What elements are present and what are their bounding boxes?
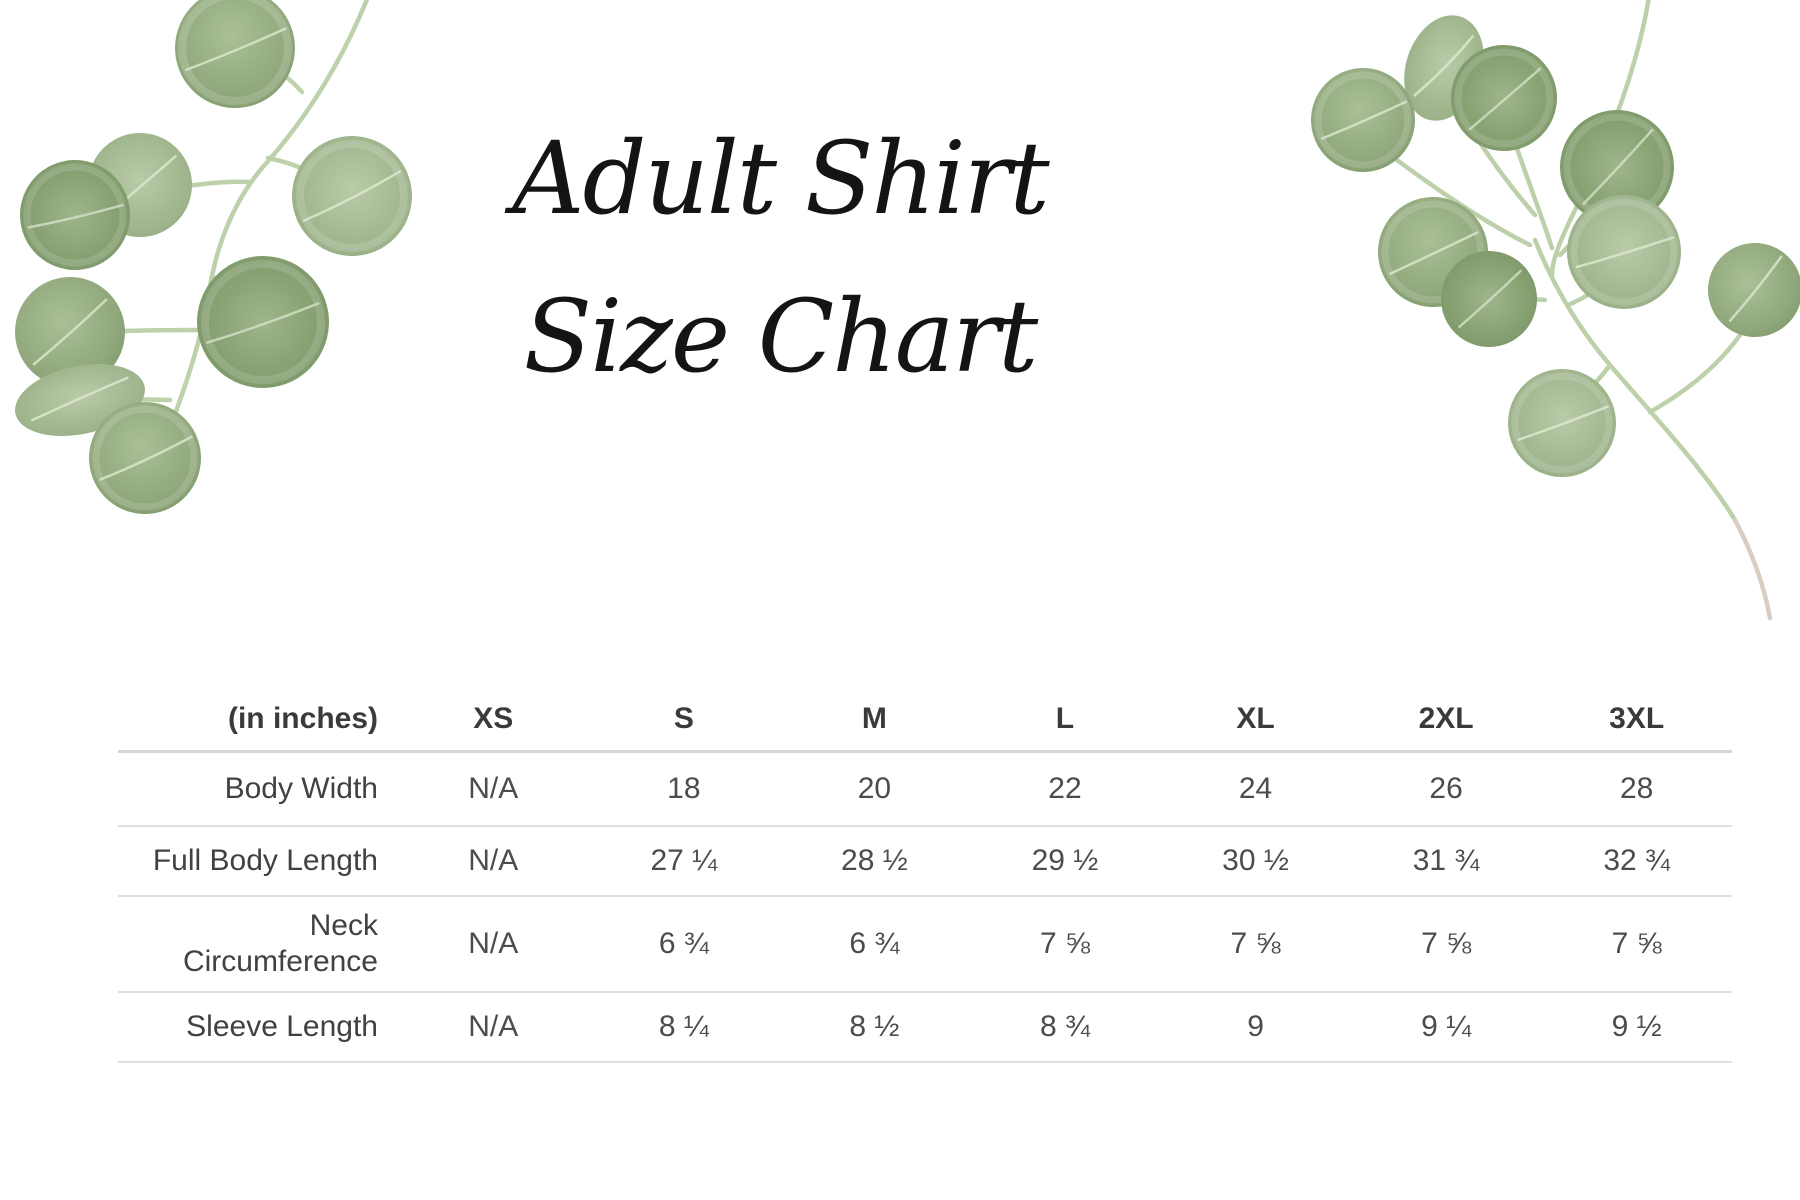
size-column-header-xs: XS xyxy=(473,702,514,735)
eucalyptus-leaf xyxy=(20,160,130,270)
size-value-cell: 31 ¾ xyxy=(1412,844,1480,877)
size-value-cell: 7 ⅝ xyxy=(1611,927,1662,960)
table-row-full-body-length: Full Body Length N/A 27 ¼ 28 ½ 29 ½ 30 ½… xyxy=(118,826,1732,896)
size-column-header-l: L xyxy=(1055,702,1075,735)
size-value-cell: 9 xyxy=(1247,1010,1264,1043)
size-value-cell: 8 ¾ xyxy=(1039,1010,1090,1043)
eucalyptus-branch-right-illustration xyxy=(1311,0,1800,621)
eucalyptus-leaf xyxy=(89,402,201,514)
size-value-cell: N/A xyxy=(468,927,519,960)
size-value-cell: 6 ¾ xyxy=(658,927,709,960)
unit-label: (in inches) xyxy=(227,702,378,735)
size-value-cell: N/A xyxy=(468,1010,519,1043)
eucalyptus-leaf xyxy=(1708,243,1800,337)
size-value-cell: N/A xyxy=(468,844,519,877)
size-value-cell: 6 ¾ xyxy=(849,927,900,960)
page-title-line-2: Size Chart xyxy=(523,278,1039,395)
eucalyptus-leaf xyxy=(1404,15,1484,121)
size-value-cell: 7 ⅝ xyxy=(1230,927,1281,960)
eucalyptus-leaf xyxy=(1560,110,1674,224)
page-title: Adult Shirt Size Chart xyxy=(400,100,1160,416)
size-value-cell: 24 xyxy=(1238,772,1273,805)
size-value-cell: 18 xyxy=(667,772,701,805)
size-value-cell: 20 xyxy=(857,772,892,805)
size-value-cell: 30 ½ xyxy=(1222,844,1289,877)
size-value-cell: N/A xyxy=(468,772,519,805)
row-label: Neck Circumference xyxy=(182,909,378,978)
size-value-cell: 7 ⅝ xyxy=(1421,927,1472,960)
size-value-cell: 28 xyxy=(1620,772,1654,805)
table-row-body-width: Body Width N/A 18 20 22 24 26 28 xyxy=(118,752,1732,826)
eucalyptus-branch-left-illustration xyxy=(15,0,412,514)
size-column-header-2xl: 2XL xyxy=(1418,702,1474,735)
size-value-cell: 32 ¾ xyxy=(1603,844,1671,877)
size-column-header-m: M xyxy=(861,702,887,735)
stems xyxy=(1360,0,1773,621)
size-column-header-s: S xyxy=(673,702,694,735)
table-row-sleeve-length: Sleeve Length N/A 8 ¼ 8 ½ 8 ¾ 9 9 ¼ 9 ½ xyxy=(118,992,1732,1062)
eucalyptus-leaf xyxy=(1508,369,1616,477)
eucalyptus-leaf xyxy=(175,0,295,108)
row-label: Sleeve Length xyxy=(186,1010,378,1043)
row-label: Full Body Length xyxy=(152,844,378,877)
size-value-cell: 22 xyxy=(1048,772,1082,805)
size-value-cell: 29 ½ xyxy=(1031,844,1099,877)
size-value-cell: 8 ¼ xyxy=(658,1010,709,1043)
eucalyptus-leaf xyxy=(15,364,145,436)
table-row-neck-circumference: Neck Circumference N/A 6 ¾ 6 ¾ 7 ⅝ 7 ⅝ 7… xyxy=(118,896,1732,992)
size-table-header-row: (in inches) XS S M L XL 2XL 3XL xyxy=(118,688,1732,752)
size-value-cell: 27 ¼ xyxy=(650,844,718,877)
eucalyptus-leaf xyxy=(1311,68,1415,172)
size-value-cell: 7 ⅝ xyxy=(1039,927,1090,960)
size-column-header-3xl: 3XL xyxy=(1609,702,1665,735)
eucalyptus-leaf xyxy=(1567,195,1681,309)
page-title-line-1: Adult Shirt xyxy=(512,120,1049,237)
size-value-cell: 9 ½ xyxy=(1611,1010,1662,1043)
size-value-cell: 9 ¼ xyxy=(1421,1010,1472,1043)
size-value-cell: 8 ½ xyxy=(849,1010,900,1043)
eucalyptus-leaf xyxy=(292,136,412,256)
eucalyptus-leaf xyxy=(1378,197,1488,307)
size-value-cell: 28 ½ xyxy=(841,844,908,877)
size-column-header-xl: XL xyxy=(1236,702,1275,735)
row-label: Body Width xyxy=(224,772,378,805)
eucalyptus-leaf xyxy=(1451,45,1557,151)
eucalyptus-leaf xyxy=(197,256,329,388)
eucalyptus-leaf xyxy=(88,133,192,237)
size-chart-table: (in inches) XS S M L XL 2XL 3XL Body Wid… xyxy=(118,688,1732,1063)
size-value-cell: 26 xyxy=(1429,772,1463,805)
stems xyxy=(71,0,370,473)
eucalyptus-leaf xyxy=(1441,251,1537,347)
eucalyptus-leaf xyxy=(15,277,125,387)
